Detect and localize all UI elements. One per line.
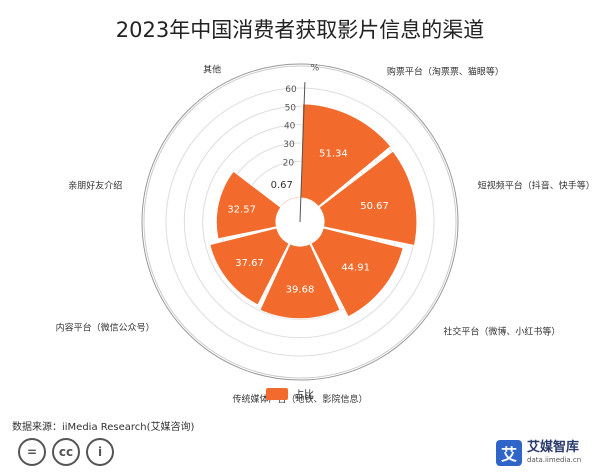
- value-label: 44.91: [341, 262, 370, 273]
- brand-mark-icon: 艾: [496, 440, 522, 466]
- value-label: 37.67: [235, 258, 264, 269]
- brand-logo: 艾 艾媒智库 data.iimedia.cn: [496, 440, 581, 466]
- value-label: 51.34: [319, 149, 348, 160]
- category-label: 社交平台（微博、小红书等）: [443, 326, 560, 338]
- cc-by-icon: i: [86, 438, 114, 466]
- radial-tick-label: 60: [285, 85, 297, 95]
- value-label: 0.67: [271, 180, 293, 191]
- outer-ring: [141, 63, 459, 381]
- bar-sector: [318, 150, 418, 247]
- category-label: 短视频平台（抖音、快手等）: [478, 180, 595, 192]
- grid-ring: [165, 87, 435, 357]
- chart-title: 2023年中国消费者获取影片信息的渠道: [115, 18, 485, 42]
- bar-sector: [259, 243, 341, 320]
- radial-tick-label: 50: [285, 103, 297, 113]
- bar-sector: [215, 170, 282, 240]
- legend-swatch: [266, 388, 288, 400]
- radial-unit-label: %: [311, 63, 320, 73]
- bar-sector: [310, 227, 404, 318]
- category-label: 购票平台（淘票票、猫眼等）: [387, 66, 504, 78]
- radial-tick-label: 40: [284, 122, 296, 132]
- cc-icon: cc: [52, 438, 80, 466]
- category-label: 内容平台（微信公众号）: [56, 322, 155, 334]
- license-icons: = cc i: [18, 438, 114, 472]
- category-label: 亲朋好友介绍: [68, 180, 122, 192]
- value-label: 39.68: [286, 284, 315, 295]
- category-label: 其他: [203, 64, 221, 76]
- brand-url: data.iimedia.cn: [527, 456, 582, 464]
- value-label: 32.57: [227, 205, 256, 216]
- cc-nd-icon: =: [18, 438, 46, 466]
- radial-tick-label: 30: [283, 140, 295, 150]
- radial-axis: [299, 82, 306, 223]
- bar-sector: [300, 103, 392, 208]
- data-source: 数据来源：iiMedia Research(艾媒咨询): [12, 422, 195, 433]
- value-label: 50.67: [360, 201, 389, 212]
- radial-tick-label: 20: [283, 158, 295, 168]
- bar-sector: [279, 196, 300, 208]
- outer-ring-inner: [143, 65, 457, 379]
- brand-name: 艾媒智库: [527, 440, 580, 455]
- bar-sector: [209, 227, 290, 306]
- legend-label: 占比: [294, 388, 314, 401]
